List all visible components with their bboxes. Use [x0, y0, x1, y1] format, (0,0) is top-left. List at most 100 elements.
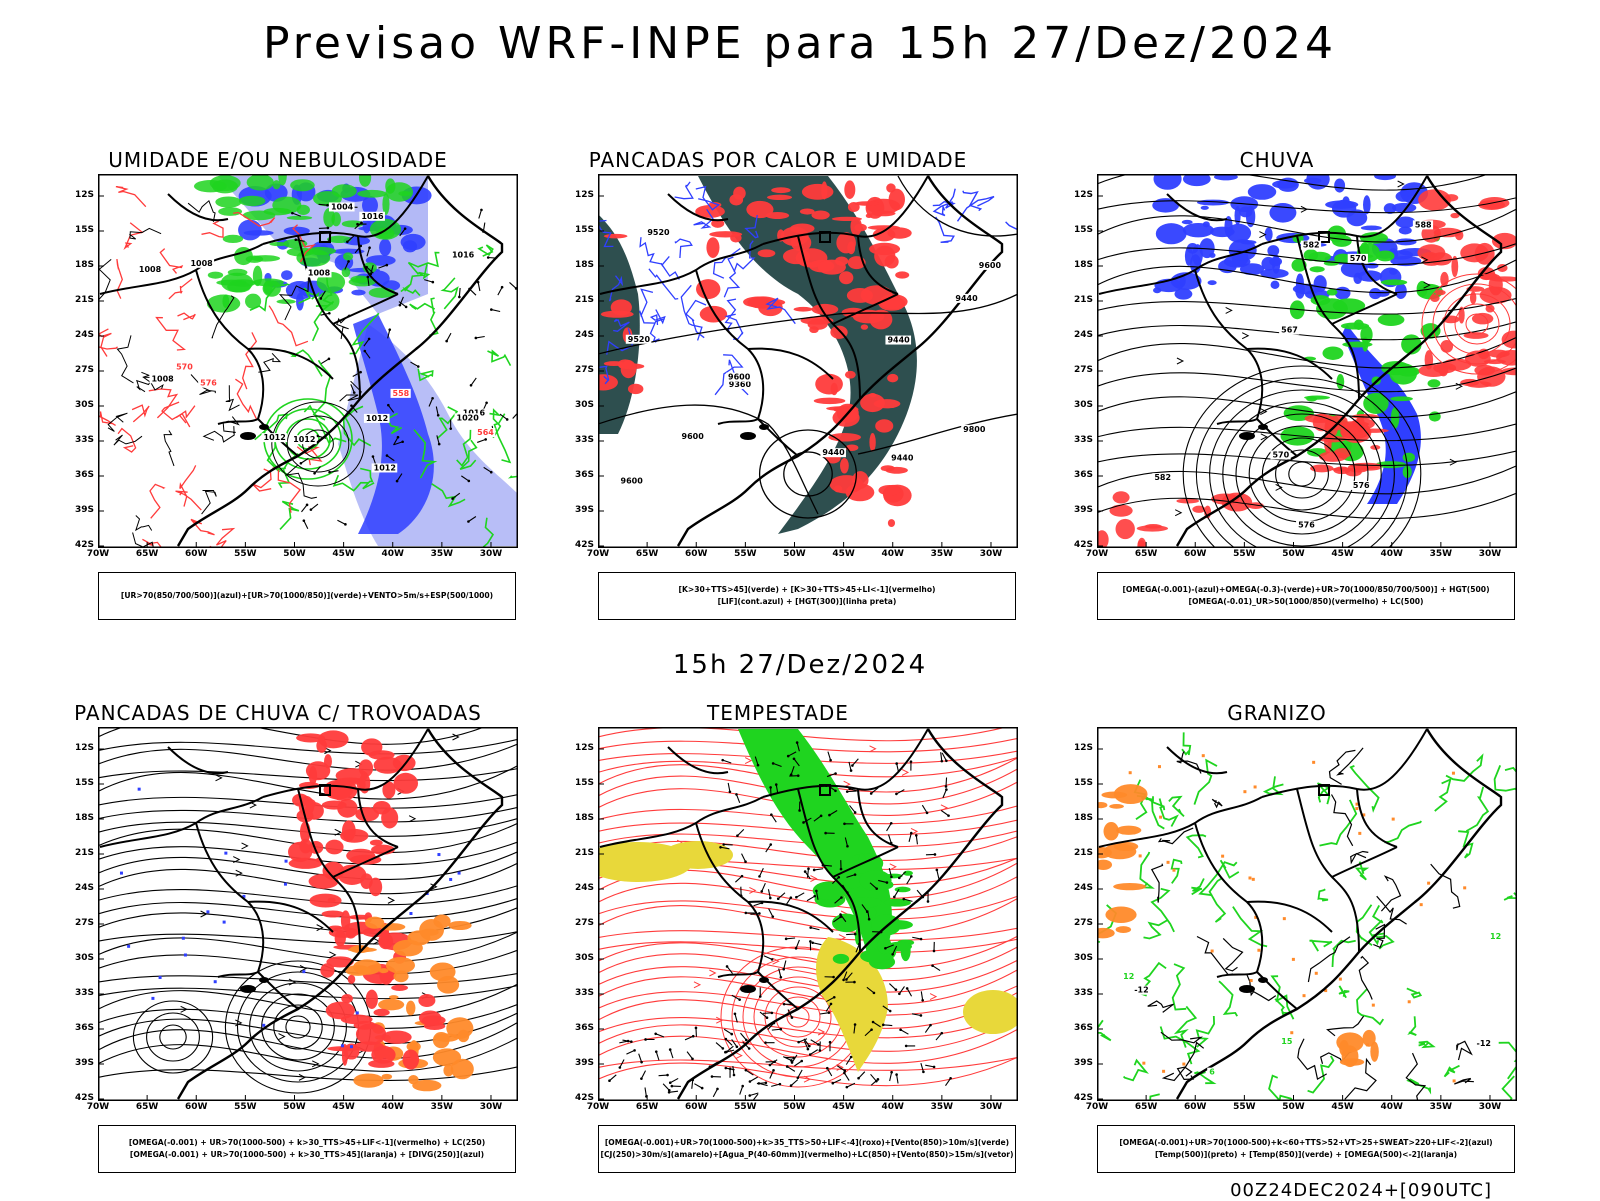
lon-tick-label: 35W — [427, 549, 457, 559]
lat-tick-label: 39S — [1057, 505, 1093, 515]
lat-tick-label: 18S — [58, 813, 94, 823]
lat-tick-label: 18S — [1057, 813, 1093, 823]
lon-tick-label: 35W — [927, 549, 957, 559]
lon-tick-label: 55W — [1229, 1102, 1259, 1112]
lat-tick-label: 30S — [58, 400, 94, 410]
forecast-map — [98, 727, 518, 1101]
legend-line: [Temp(500)](preto) + [Temp(850)](verde) … — [1155, 1149, 1457, 1161]
lon-tick-label: 55W — [1229, 549, 1259, 559]
map-canvas: 9600960095209600944094409440944093609800… — [598, 174, 1018, 548]
lon-tick-label: 40W — [1377, 549, 1407, 559]
contour-label: 570 — [1272, 450, 1289, 459]
map-canvas — [98, 727, 518, 1101]
lat-tick-label: 39S — [1057, 1058, 1093, 1068]
lon-tick-label: 45W — [1328, 549, 1358, 559]
lat-tick-label: 21S — [58, 295, 94, 305]
lat-tick-label: 24S — [58, 330, 94, 340]
contour-label: 1020 — [457, 413, 480, 422]
lon-tick-label: 40W — [378, 549, 408, 559]
lat-tick-label: 36S — [1057, 1023, 1093, 1033]
legend-line: [OMEGA(-0.001)+UR>70(1000-500)+k>35_TTS>… — [605, 1137, 1009, 1149]
lat-tick-label: 36S — [558, 1023, 594, 1033]
lat-tick-label: 30S — [58, 953, 94, 963]
lon-tick-label: 30W — [976, 549, 1006, 559]
lon-tick-label: 35W — [927, 1102, 957, 1112]
contour-label: 567 — [1281, 326, 1298, 335]
lat-tick-label: 33S — [58, 435, 94, 445]
lat-tick-label: 21S — [1057, 295, 1093, 305]
contour-label: 1016 — [361, 212, 384, 221]
lat-tick-label: 24S — [58, 883, 94, 893]
contour-label: 9440 — [887, 336, 910, 345]
lon-tick-label: 55W — [730, 549, 760, 559]
contour-label: 1004 — [331, 202, 354, 211]
lat-tick-label: 30S — [1057, 400, 1093, 410]
lon-tick-label: 65W — [1131, 549, 1161, 559]
contour-label: 1008 — [151, 374, 174, 383]
lon-tick-label: 60W — [681, 549, 711, 559]
lat-tick-label: 18S — [1057, 260, 1093, 270]
lat-tick-label: 36S — [58, 470, 94, 480]
lon-tick-label: 65W — [632, 549, 662, 559]
lat-tick-label: 36S — [558, 470, 594, 480]
lat-tick-label: 33S — [1057, 435, 1093, 445]
contour-label: 1012 — [264, 433, 286, 442]
lat-tick-label: 21S — [58, 848, 94, 858]
legend-line: [OMEGA(-0.001)-(azul)+OMEGA(-0.3)-(verde… — [1122, 584, 1489, 596]
lat-tick-label: 12S — [558, 190, 594, 200]
lon-tick-label: 30W — [476, 1102, 506, 1112]
lon-tick-label: 70W — [83, 549, 113, 559]
lon-tick-label: 70W — [83, 1102, 113, 1112]
panel-title: UMIDADE E/OU NEBULOSIDADE — [58, 148, 498, 172]
lon-tick-label: 45W — [1328, 1102, 1358, 1112]
lon-tick-label: 60W — [1180, 1102, 1210, 1112]
lat-tick-label: 27S — [58, 918, 94, 928]
lon-tick-label: 65W — [132, 549, 162, 559]
lon-tick-label: 50W — [1278, 549, 1308, 559]
contour-label: 9600 — [682, 432, 705, 441]
lon-tick-label: 55W — [730, 1102, 760, 1112]
lat-tick-label: 27S — [558, 918, 594, 928]
lon-tick-label: 30W — [1475, 1102, 1505, 1112]
lon-tick-label: 50W — [279, 1102, 309, 1112]
panel-title: CHUVA — [1057, 148, 1497, 172]
legend-line: [OMEGA(-0.01)_UR>50(1000/850)(vermelho) … — [1189, 596, 1424, 608]
lat-tick-label: 18S — [558, 813, 594, 823]
contour-label: 9440 — [891, 453, 914, 462]
lat-tick-label: 27S — [58, 365, 94, 375]
lat-tick-label: 12S — [1057, 743, 1093, 753]
contour-label: 570 — [176, 363, 193, 372]
contour-label: 9440 — [822, 448, 845, 457]
lon-tick-label: 30W — [476, 549, 506, 559]
contour-label: 576 — [1298, 521, 1315, 530]
legend-line: [LIF](cont.azul) + [HGT(300)](linha pret… — [718, 596, 897, 608]
contour-label: 1008 — [139, 265, 162, 274]
panel-title: GRANIZO — [1057, 701, 1497, 725]
legend-box: [UR>70(850/700/500)](azul)+[UR>70(1000/8… — [98, 572, 516, 620]
lat-tick-label: 33S — [558, 435, 594, 445]
contour-label: -12 — [1134, 986, 1148, 995]
lon-tick-label: 45W — [829, 1102, 859, 1112]
lat-tick-label: 36S — [58, 1023, 94, 1033]
lat-tick-label: 18S — [558, 260, 594, 270]
lat-tick-label: 27S — [558, 365, 594, 375]
legend-line: [K>30+TTS>45](verde) + [K>30+TTS>45+LI<-… — [678, 584, 935, 596]
lon-tick-label: 45W — [329, 1102, 359, 1112]
lat-tick-label: 15S — [58, 225, 94, 235]
lon-tick-label: 55W — [230, 549, 260, 559]
map-canvas — [598, 727, 1018, 1101]
legend-line: [OMEGA(-0.001) + UR>70(1000-500) + k>30_… — [129, 1137, 485, 1149]
contour-label: 576 — [1353, 481, 1370, 490]
contour-label: 1008 — [308, 268, 331, 277]
lat-tick-label: 30S — [1057, 953, 1093, 963]
panel-title: TEMPESTADE — [558, 701, 998, 725]
main-title: Previsao WRF-INPE para 15h 27/Dez/2024 — [0, 18, 1600, 69]
contour-label: 9800 — [963, 425, 986, 434]
contour-label: 564 — [477, 428, 494, 437]
lat-tick-label: 21S — [558, 295, 594, 305]
lon-tick-label: 35W — [427, 1102, 457, 1112]
lon-tick-label: 70W — [1082, 1102, 1112, 1112]
